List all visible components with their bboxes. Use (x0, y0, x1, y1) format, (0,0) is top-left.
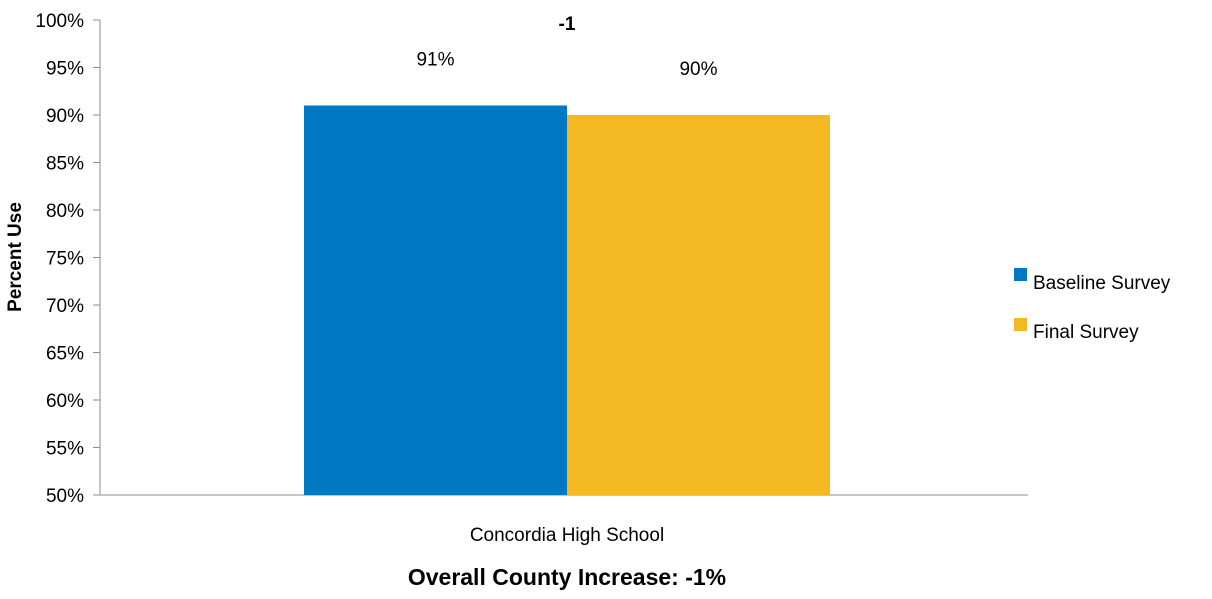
y-tick-label: 50% (46, 486, 84, 507)
bar-baseline-survey (304, 105, 567, 495)
footer-text: Overall County Increase: -1% (408, 564, 726, 590)
bar-final-survey (567, 115, 830, 495)
y-tick-label: 80% (46, 201, 84, 222)
data-label-baseline-survey: 91% (416, 50, 454, 71)
legend-label-final: Final Survey (1033, 322, 1139, 343)
y-tick-label: 55% (46, 439, 84, 460)
y-tick-label: 85% (46, 154, 84, 175)
y-axis-title: Percent Use (5, 202, 26, 312)
legend-label-baseline: Baseline Survey (1033, 273, 1171, 294)
y-tick-label: 95% (46, 59, 84, 80)
y-tick-label: 100% (35, 11, 84, 32)
difference-label: -1 (559, 14, 576, 35)
bar-labels: 91% 90% (416, 50, 717, 81)
legend: Baseline Survey Final Survey (1014, 268, 1171, 343)
legend-swatch-baseline (1014, 268, 1027, 281)
y-tick-label: 90% (46, 106, 84, 127)
y-tick-label: 65% (46, 344, 84, 365)
y-tick-label: 75% (46, 249, 84, 270)
data-label-final-survey: 90% (679, 59, 717, 80)
y-tick-label: 60% (46, 391, 84, 412)
x-category-label: Concordia High School (470, 525, 664, 546)
y-tick-label: 70% (46, 296, 84, 317)
bars (304, 105, 830, 495)
legend-swatch-final (1014, 318, 1027, 331)
y-axis-ticks: 50% 55% 60% 65% 70% 75% 80% 85% 90% 95% 100% (35, 11, 100, 507)
